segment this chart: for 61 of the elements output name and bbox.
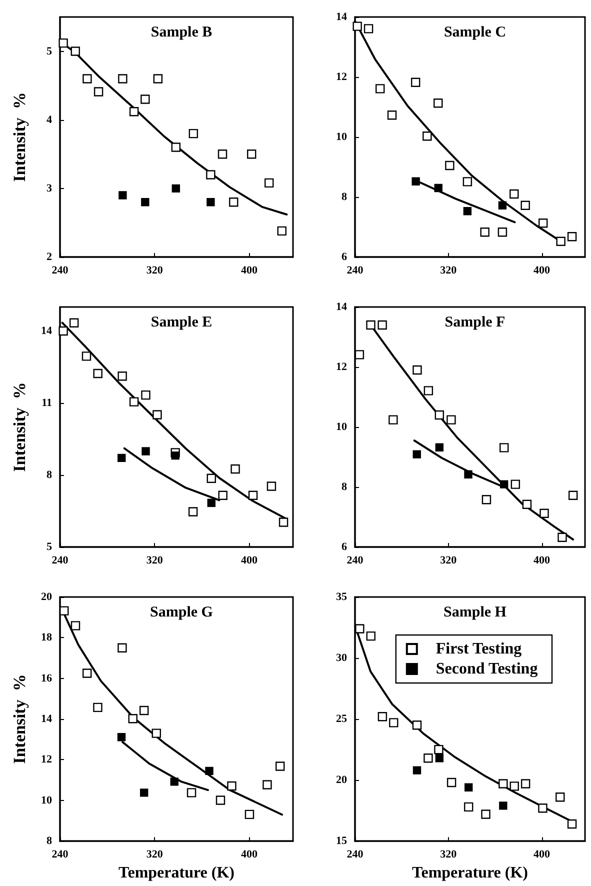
y-tick-label: 10 [41,794,52,806]
y-tick-label: 4 [46,114,52,126]
y-tick-label: 25 [336,713,348,726]
x-tick-label: 240 [346,264,364,276]
x-tick-label: 400 [534,554,551,566]
text: Sample G [150,604,214,620]
y-tick-label: 14 [336,301,348,313]
y-tick-label: 30 [336,652,348,664]
x-tick-label: 320 [146,554,164,566]
y-axis-title: Intensity % [10,674,29,764]
y-tick-label: 20 [41,591,52,603]
x-tick-label: 400 [240,848,258,861]
y-tick-label: 6 [342,251,348,263]
chart-title: Sample F [444,314,506,330]
text: Sample B [150,24,212,40]
y-tick-label: 15 [336,835,348,848]
y-tick-label: 11 [42,397,52,409]
x-tick-label: 400 [534,848,551,861]
x-tick-label: 240 [52,554,69,566]
x-axis-title: Temperature (K) [118,864,234,882]
y-axis-title: Intensity % [10,92,29,182]
y-tick-label: 5 [46,541,52,553]
x-tick-label: 320 [440,848,458,861]
legend-label: Second Testing [436,660,538,678]
chart-title: Sample C [444,24,506,40]
x-tick-label: 240 [52,848,69,861]
chart-title: Sample H [444,604,507,620]
y-tick-label: 8 [46,835,52,848]
x-tick-label: 400 [534,264,551,276]
y-tick-label: 14 [41,713,52,726]
x-axis-title: Temperature (K) [412,864,528,882]
y-tick-label: 12 [336,71,348,83]
y-tick-label: 8 [342,191,348,203]
y-tick-label: 12 [336,361,348,373]
y-tick-label: 3 [46,182,52,194]
y-tick-label: 2 [46,251,52,263]
y-tick-label: 16 [41,672,52,684]
x-tick-label: 400 [240,554,258,566]
y-tick-label: 8 [46,469,52,481]
x-tick-label: 240 [346,554,364,566]
y-tick-label: 10 [336,421,348,433]
x-tick-label: 320 [440,264,458,276]
y-tick-label: 14 [336,11,348,23]
y-axis-title: Intensity % [10,382,29,472]
y-tick-label: 20 [336,774,348,786]
y-tick-label: 8 [342,481,348,493]
x-tick-label: 400 [240,264,258,276]
y-tick-label: 35 [336,591,348,603]
y-tick-label: 10 [336,131,348,143]
x-tick-label: 320 [146,264,164,276]
x-tick-label: 240 [346,848,364,861]
chart-title: Sample E [150,314,212,330]
y-tick-label: 12 [41,754,52,766]
x-tick-label: 320 [146,848,164,861]
y-tick-label: 6 [342,541,348,553]
y-tick-label: 14 [41,325,52,337]
y-tick-label: 18 [41,632,52,644]
x-tick-label: 320 [440,554,458,566]
legend-label: First Testing [436,640,522,658]
y-tick-label: 5 [46,45,52,58]
x-tick-label: 240 [52,264,69,276]
